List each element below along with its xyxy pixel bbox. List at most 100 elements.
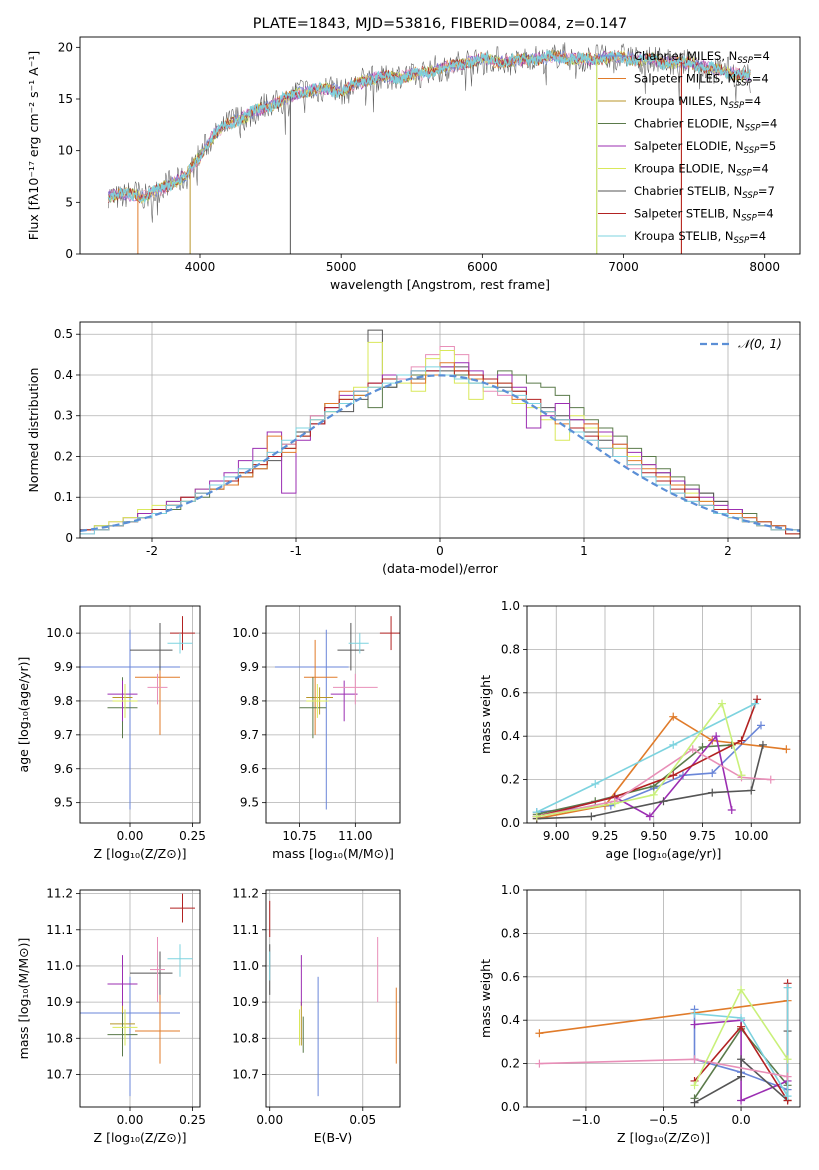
- axes-frame: [79, 36, 801, 255]
- x-axis-label: Z [log₁₀(Z/Z⊙)]: [94, 1130, 187, 1145]
- plus-marker: [649, 790, 658, 799]
- x-tick-label: 1: [580, 544, 588, 558]
- y-tick-label: 0.0: [501, 816, 520, 830]
- residuals-panel: -2 -1 0 1 2 0 0.1 0.2 0.3 0.4 0.5 (data-model)/erro…: [26, 321, 801, 576]
- x-tick-label: 0.05: [349, 1113, 376, 1127]
- plus-marker: [690, 1081, 699, 1090]
- x-tick-label: 0: [436, 544, 444, 558]
- plus-marker: [649, 782, 658, 791]
- x-tick-label: 2: [724, 544, 732, 558]
- y-axis-label: Normed distribution: [26, 368, 41, 493]
- legend-entry: Kroupa MILES, NSSP=4: [634, 94, 761, 111]
- plus-marker: [783, 1072, 792, 1081]
- plus-marker: [758, 740, 767, 749]
- weight_vs_age-panel: 9.00 9.25 9.50 9.75 10.00 0.0 0.2 0.4 0.6 0.8 1.0 a…: [478, 599, 801, 861]
- plus-marker: [659, 797, 668, 806]
- legend-suffix: =4: [749, 229, 766, 243]
- x-tick-label: -1: [290, 544, 302, 558]
- x-tick-label: 6000: [467, 260, 498, 274]
- y-tick-label: 0.4: [501, 729, 520, 743]
- x-axis-label: E(B-V): [314, 1130, 353, 1145]
- plus-marker: [783, 1055, 792, 1064]
- plus-marker: [587, 812, 596, 821]
- plus-marker: [669, 712, 678, 721]
- x-tick-label: 0.0: [732, 1113, 751, 1127]
- y-tick-label: 0.2: [501, 1057, 520, 1071]
- age_vs_mass-panel: 10.75 11.00 9.5 9.6 9.7 9.8 9.9 10.0 mass [log₁₀…: [232, 605, 401, 861]
- y-tick-label: 10.9: [46, 995, 73, 1009]
- y-tick-label: 9.7: [54, 728, 73, 742]
- x-tick-label: 5000: [326, 260, 357, 274]
- y-tick-label: 15: [58, 92, 73, 106]
- y-tick-label: 9.5: [240, 796, 259, 810]
- x-axis-label: Z [log₁₀(Z/Z⊙)]: [94, 846, 187, 861]
- x-axis-label: Z [log₁₀(Z/Z⊙)]: [617, 1130, 710, 1145]
- weight-lines: [532, 695, 791, 823]
- legend-entry: Kroupa STELIB, NSSP=4: [634, 229, 766, 246]
- axes-frame: [526, 889, 801, 1108]
- x-tick-label: 9.75: [689, 829, 716, 843]
- y-tick-label: 0.2: [54, 449, 73, 463]
- y-tick-label: 0.3: [54, 409, 73, 423]
- x-tick-label: 8000: [749, 260, 780, 274]
- y-tick-label: 5: [65, 195, 73, 209]
- plus-marker: [698, 743, 707, 752]
- chart-title: PLATE=1843, MJD=53816, FIBERID=0084, z=0…: [253, 16, 627, 32]
- legend-suffix: =7: [758, 184, 775, 198]
- legend-suffix: =4: [757, 207, 774, 221]
- plus-marker: [757, 721, 765, 730]
- legend-entry: Salpeter ELODIE, NSSP=5: [634, 139, 776, 156]
- axes-frame: [265, 889, 401, 1108]
- plus-marker: [690, 1009, 699, 1018]
- legend-name: Salpeter STELIB, N: [634, 207, 741, 221]
- gaussian-curve: [80, 374, 800, 532]
- x-tick-label: 7000: [608, 260, 639, 274]
- plus-marker: [591, 779, 600, 788]
- plus-marker: [737, 985, 746, 994]
- plus-marker: [747, 786, 756, 795]
- x-tick-label: 4000: [185, 260, 216, 274]
- y-tick-label: 11.2: [232, 887, 259, 901]
- x-tick-label: 11.00: [338, 829, 372, 843]
- x-axis-label: mass [log₁₀(M/M⊙)]: [272, 846, 394, 861]
- plus-marker: [737, 1072, 746, 1081]
- legend-name: Chabrier STELIB, N: [634, 184, 742, 198]
- y-tick-label: 10.8: [232, 1031, 259, 1045]
- legend-name: Kroupa MILES, N: [634, 94, 729, 108]
- legend-name: Salpeter MILES, N: [634, 72, 736, 86]
- x-axis-label: (data-model)/error: [382, 561, 499, 576]
- legend-sub: SSP: [737, 56, 753, 66]
- y-tick-label: 9.6: [240, 762, 259, 776]
- legend-sub: SSP: [744, 146, 760, 156]
- y-tick-label: 11.0: [46, 959, 73, 973]
- x-tick-label: 10.00: [734, 829, 768, 843]
- plus-marker: [690, 1098, 699, 1107]
- y-axis-label: age [log₁₀(age/yr)]: [16, 657, 31, 773]
- y-tick-label: 10: [58, 144, 73, 158]
- legend-sub: SSP: [745, 124, 761, 134]
- y-tick-label: 0.0: [501, 1100, 520, 1114]
- legend-entry: Chabrier STELIB, NSSP=7: [634, 184, 775, 201]
- plus-marker: [535, 1059, 544, 1068]
- plus-marker: [766, 775, 775, 784]
- plus-marker: [737, 736, 746, 745]
- plus-marker: [712, 732, 721, 741]
- y-tick-label: 9.5: [54, 796, 73, 810]
- y-tick-label: 10.0: [232, 626, 259, 640]
- legend-suffix: =4: [752, 162, 769, 176]
- error-bars: [274, 616, 400, 810]
- legend-suffix: =5: [759, 139, 776, 153]
- x-axis-label: wavelength [Angstrom, rest frame]: [330, 277, 550, 292]
- x-tick-label: 0.00: [117, 1113, 144, 1127]
- axes-frame: [79, 605, 201, 824]
- x-axis-label: age [log₁₀(age/yr)]: [606, 846, 722, 861]
- plus-marker: [708, 788, 717, 797]
- x-tick-label: 9.00: [543, 829, 570, 843]
- spectrum-panel: 4000 5000 6000 7000 8000 0 5 10 15 20 wavelength […: [26, 16, 801, 292]
- y-tick-label: 11.2: [46, 887, 73, 901]
- legend-sub: SSP: [742, 191, 758, 201]
- plus-marker: [751, 699, 760, 708]
- y-tick-label: 10.7: [46, 1067, 73, 1081]
- legend-name: Kroupa ELODIE, N: [634, 162, 736, 176]
